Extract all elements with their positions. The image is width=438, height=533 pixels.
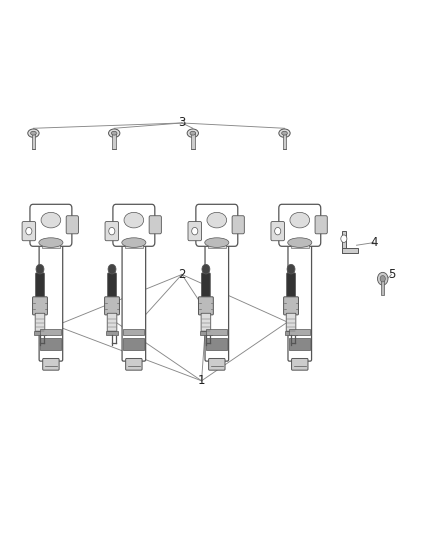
Bar [40, 338, 61, 350]
Ellipse shape [288, 238, 312, 247]
Circle shape [26, 228, 32, 235]
Ellipse shape [124, 212, 144, 228]
FancyBboxPatch shape [66, 216, 78, 234]
Circle shape [378, 272, 388, 285]
Bar [381, 279, 384, 295]
FancyBboxPatch shape [107, 313, 117, 332]
Bar [40, 329, 61, 335]
FancyBboxPatch shape [205, 241, 229, 361]
Ellipse shape [122, 238, 146, 247]
Bar [286, 331, 297, 335]
Bar [106, 331, 118, 335]
FancyBboxPatch shape [22, 222, 35, 241]
Ellipse shape [39, 238, 63, 247]
Ellipse shape [41, 212, 61, 228]
FancyBboxPatch shape [126, 359, 142, 370]
Ellipse shape [109, 129, 120, 138]
FancyBboxPatch shape [198, 297, 213, 315]
FancyBboxPatch shape [188, 222, 201, 241]
Text: 1: 1 [198, 374, 205, 387]
Bar [32, 133, 35, 149]
Ellipse shape [205, 238, 229, 247]
FancyBboxPatch shape [30, 204, 72, 246]
Circle shape [36, 264, 44, 274]
Bar [191, 133, 194, 149]
Ellipse shape [187, 129, 198, 138]
FancyBboxPatch shape [286, 313, 296, 332]
Ellipse shape [279, 129, 290, 138]
FancyBboxPatch shape [32, 297, 47, 315]
Bar [289, 329, 310, 335]
Text: 3: 3 [178, 117, 186, 130]
FancyBboxPatch shape [232, 216, 244, 234]
Circle shape [109, 228, 115, 235]
Circle shape [108, 264, 116, 274]
FancyBboxPatch shape [201, 313, 211, 332]
FancyBboxPatch shape [315, 216, 327, 234]
Ellipse shape [31, 131, 36, 135]
Circle shape [287, 264, 295, 274]
Bar [42, 243, 60, 248]
Bar [125, 243, 143, 248]
Ellipse shape [111, 131, 117, 135]
FancyBboxPatch shape [108, 273, 117, 299]
Bar [342, 231, 346, 253]
Bar [34, 331, 46, 335]
FancyBboxPatch shape [122, 241, 146, 361]
FancyBboxPatch shape [42, 359, 59, 370]
Bar [124, 329, 145, 335]
Ellipse shape [190, 131, 196, 135]
FancyBboxPatch shape [288, 241, 311, 361]
Circle shape [380, 276, 385, 282]
FancyBboxPatch shape [113, 204, 155, 246]
FancyBboxPatch shape [35, 313, 45, 332]
Circle shape [275, 228, 281, 235]
FancyBboxPatch shape [35, 273, 44, 299]
FancyBboxPatch shape [279, 204, 321, 246]
Ellipse shape [207, 212, 226, 228]
FancyBboxPatch shape [201, 273, 210, 299]
Ellipse shape [290, 212, 310, 228]
FancyBboxPatch shape [287, 273, 295, 299]
Bar [289, 338, 310, 350]
Ellipse shape [28, 129, 39, 138]
Bar [206, 329, 227, 335]
FancyBboxPatch shape [39, 241, 63, 361]
Bar [283, 133, 286, 149]
Bar [200, 331, 212, 335]
Text: 2: 2 [178, 268, 186, 281]
Circle shape [192, 228, 198, 235]
FancyBboxPatch shape [208, 359, 225, 370]
Text: 4: 4 [370, 236, 378, 249]
Circle shape [341, 235, 347, 243]
FancyBboxPatch shape [271, 222, 285, 241]
FancyBboxPatch shape [196, 204, 238, 246]
Bar [342, 248, 358, 253]
Bar [206, 338, 227, 350]
Bar [124, 338, 145, 350]
Bar [113, 133, 116, 149]
Bar [291, 243, 309, 248]
Bar [208, 243, 226, 248]
Ellipse shape [282, 131, 287, 135]
FancyBboxPatch shape [284, 297, 298, 315]
FancyBboxPatch shape [105, 297, 120, 315]
FancyBboxPatch shape [149, 216, 161, 234]
Circle shape [202, 264, 210, 274]
FancyBboxPatch shape [105, 222, 119, 241]
Text: 5: 5 [388, 268, 395, 281]
FancyBboxPatch shape [292, 359, 308, 370]
